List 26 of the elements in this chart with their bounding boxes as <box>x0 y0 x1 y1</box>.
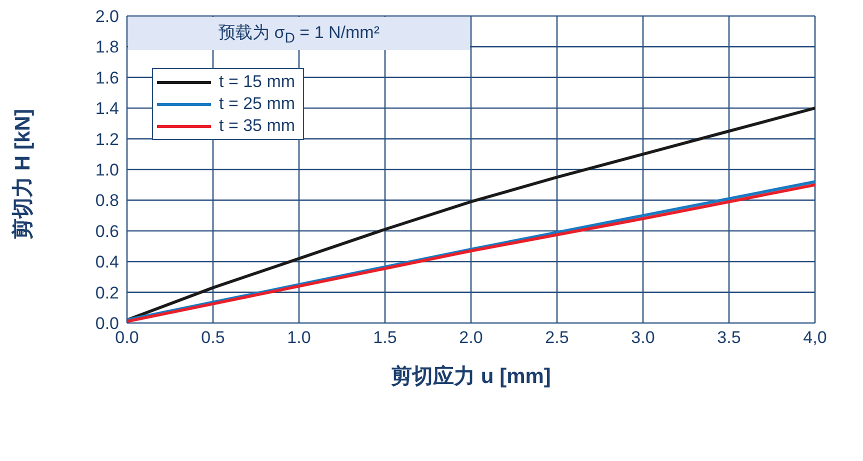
legend-label: t = 35 mm <box>218 115 296 137</box>
x-tick-label: 4,0 <box>803 328 827 348</box>
y-axis-title: 剪切力 H [kN] <box>10 108 34 240</box>
legend-label: t = 25 mm <box>218 93 296 115</box>
y-tick-label: 0.6 <box>95 222 119 241</box>
y-tick-label: 0.8 <box>95 191 119 210</box>
x-tick-label: 1.0 <box>287 328 311 348</box>
y-tick-label: 2.0 <box>95 7 119 26</box>
x-tick-label: 2.0 <box>459 328 483 348</box>
x-tick-label: 2.5 <box>545 328 569 348</box>
y-tick-label: 1.2 <box>95 130 119 149</box>
y-tick-label: 1.8 <box>95 38 119 57</box>
y-tick-label: 0.4 <box>95 252 119 272</box>
y-tick-label: 1.4 <box>95 99 119 118</box>
x-tick-label: 0.0 <box>115 328 139 348</box>
legend-label: t = 15 mm <box>218 71 296 93</box>
x-tick-label: 1.5 <box>373 328 397 348</box>
x-tick-label: 3.0 <box>631 328 655 348</box>
x-tick-label: 3.5 <box>717 328 741 348</box>
x-axis-title: 剪切应力 u [mm] <box>391 364 551 388</box>
y-tick-label: 1.0 <box>95 160 119 180</box>
annotation: 预载为 σ$_{D}$ = 1 N/mm² <box>218 22 380 46</box>
note-box: 预载为 σ$_{D}$ = 1 N/mm² <box>128 17 470 50</box>
y-tick-label: 1.6 <box>95 68 119 88</box>
x-tick-label: 0.5 <box>201 328 225 348</box>
y-tick-label: 0.2 <box>95 283 119 302</box>
